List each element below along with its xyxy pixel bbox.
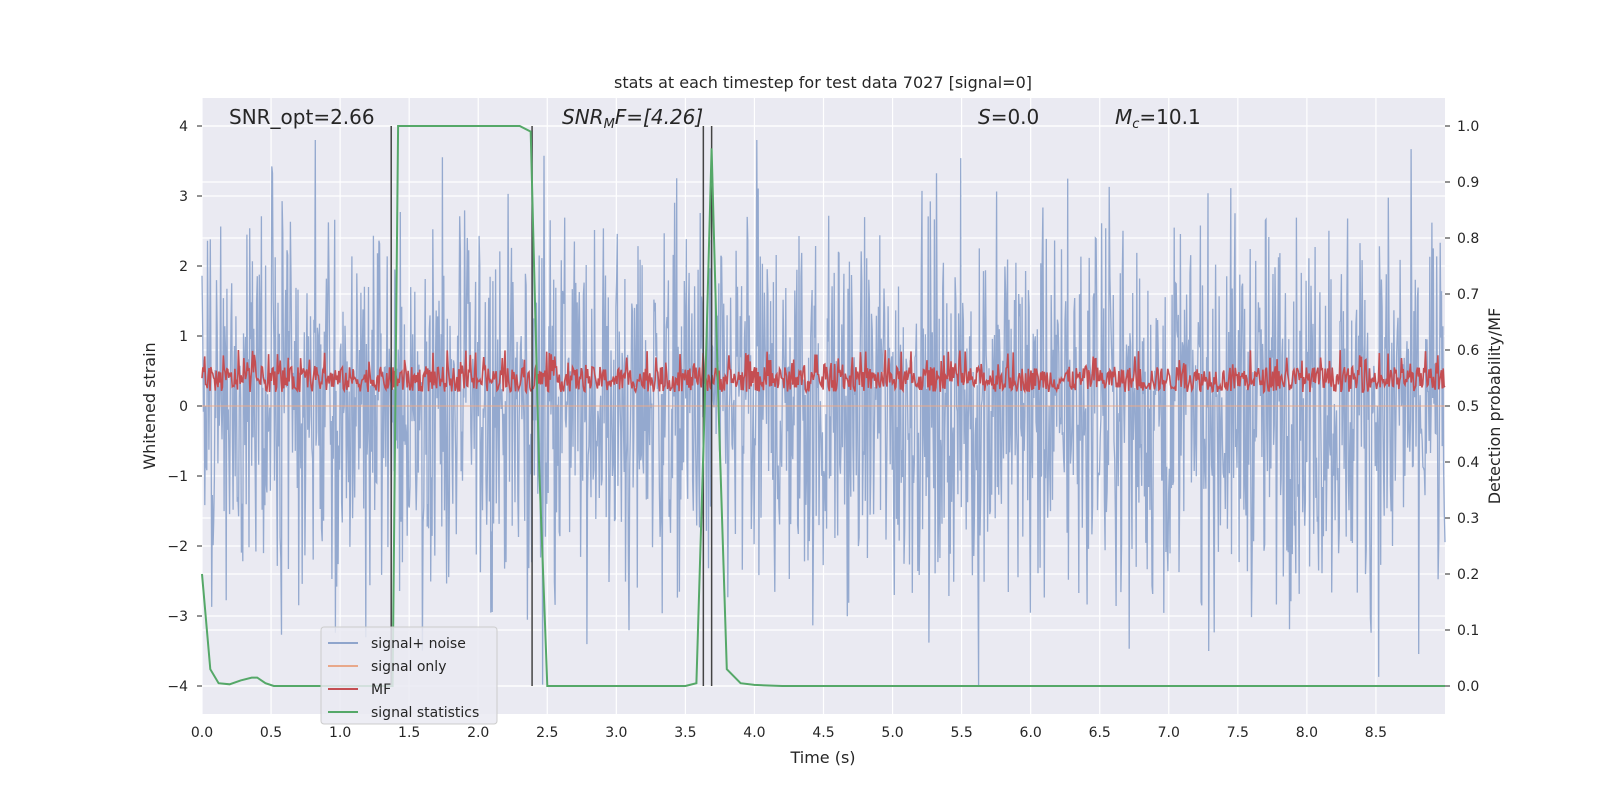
annotation-s-main: S bbox=[978, 105, 991, 129]
y-right-tick-label: 0.3 bbox=[1457, 511, 1479, 527]
annotation-mc-main: M bbox=[1115, 105, 1132, 129]
x-tick-label: 5.5 bbox=[950, 725, 972, 741]
y-left-tick-label: −2 bbox=[167, 539, 188, 555]
annotation-mc: Mc=10.1 bbox=[1115, 105, 1201, 132]
x-tick-label: 3.5 bbox=[674, 725, 696, 741]
legend-label: signal only bbox=[371, 659, 446, 675]
legend-entries: signal+ noise signal only MF signal statist… bbox=[328, 636, 479, 721]
x-tick-label: 2.0 bbox=[467, 725, 489, 741]
annotation-mc-rest: =10.1 bbox=[1139, 105, 1200, 129]
x-tick-label: 6.5 bbox=[1089, 725, 1111, 741]
signal-statistics-line bbox=[201, 125, 1445, 687]
y-left-tick-label: 0 bbox=[179, 399, 188, 415]
x-tick-label: 6.0 bbox=[1020, 725, 1042, 741]
y-right-tick-label: 0.2 bbox=[1457, 567, 1479, 583]
y-right-tick-label: 0.4 bbox=[1457, 455, 1479, 471]
x-tick-label: 4.5 bbox=[812, 725, 834, 741]
x-axis-label: Time (s) bbox=[789, 748, 855, 767]
x-tick-label: 0.5 bbox=[260, 725, 282, 741]
y-left-axis-ticks: 4 3 2 1 0 −1 −2 −3 −4 bbox=[167, 119, 202, 695]
annotation-s-rest: =0.0 bbox=[991, 105, 1040, 129]
x-tick-label: 1.5 bbox=[398, 725, 420, 741]
annotation-snr-mf-sub: M bbox=[604, 117, 615, 132]
x-axis-ticks: 0.0 0.5 1.0 1.5 2.0 2.5 3.0 3.5 4.0 4.5 5.0 5.5 6.0 6… bbox=[191, 725, 1387, 741]
legend-box bbox=[320, 626, 498, 725]
y-right-tick-label: 0.6 bbox=[1457, 343, 1479, 359]
mf-line bbox=[201, 349, 1446, 395]
y-left-axis-label: Whitened strain bbox=[140, 342, 159, 469]
y-right-tick-label: 1.0 bbox=[1457, 119, 1479, 135]
y-left-tick-label: 4 bbox=[179, 119, 188, 135]
legend-label: signal statistics bbox=[371, 705, 479, 721]
annotation-snr-opt: SNR_opt=2.66 bbox=[229, 105, 375, 129]
x-tick-label: 8.0 bbox=[1296, 725, 1318, 741]
y-right-axis-ticks: 1.0 0.9 0.8 0.7 0.6 0.5 0.4 0.3 0.2 0.1 0.0 bbox=[1445, 119, 1479, 695]
chart-title: stats at each timestep for test data 702… bbox=[614, 73, 1032, 92]
y-right-tick-label: 0.1 bbox=[1457, 623, 1479, 639]
x-tick-label: 3.0 bbox=[605, 725, 627, 741]
y-right-axis-label: Detection probability/MF bbox=[1485, 308, 1504, 505]
annotation-mc-sub: c bbox=[1132, 117, 1139, 132]
x-tick-label: 8.5 bbox=[1365, 725, 1387, 741]
annotation-snr-mf: SNRMF=[4.26] bbox=[562, 105, 703, 132]
y-left-tick-label: −4 bbox=[167, 679, 188, 695]
y-right-tick-label: 0.5 bbox=[1457, 399, 1479, 415]
x-tick-label: 7.0 bbox=[1158, 725, 1180, 741]
x-tick-label: 2.5 bbox=[536, 725, 558, 741]
y-right-tick-label: 0.9 bbox=[1457, 175, 1479, 191]
x-tick-label: 5.0 bbox=[881, 725, 903, 741]
y-right-tick-label: 0.7 bbox=[1457, 287, 1479, 303]
signal-noise-line bbox=[201, 139, 1446, 687]
y-left-tick-label: 3 bbox=[179, 189, 188, 205]
y-left-tick-label: −1 bbox=[167, 469, 188, 485]
x-tick-label: 0.0 bbox=[191, 725, 213, 741]
y-left-tick-label: 1 bbox=[179, 329, 188, 345]
signal-statistics-series bbox=[201, 125, 1445, 687]
legend-label: MF bbox=[371, 682, 391, 698]
annotation-snr-mf-main: SNR bbox=[562, 105, 604, 129]
y-right-tick-label: 0.0 bbox=[1457, 679, 1479, 695]
x-tick-label: 4.0 bbox=[743, 725, 765, 741]
x-tick-label: 7.5 bbox=[1227, 725, 1249, 741]
y-left-tick-label: 2 bbox=[179, 259, 188, 275]
mf-series bbox=[201, 349, 1446, 395]
signal-noise-series bbox=[201, 139, 1446, 687]
x-tick-label: 1.0 bbox=[329, 725, 351, 741]
legend: signal+ noise signal only MF signal statist… bbox=[320, 626, 498, 725]
legend-label: signal+ noise bbox=[371, 636, 466, 652]
annotation-snr-mf-rest: F=[4.26] bbox=[615, 105, 703, 129]
y-right-tick-label: 0.8 bbox=[1457, 231, 1479, 247]
annotation-s: S=0.0 bbox=[978, 105, 1039, 129]
y-left-tick-label: −3 bbox=[167, 609, 188, 625]
